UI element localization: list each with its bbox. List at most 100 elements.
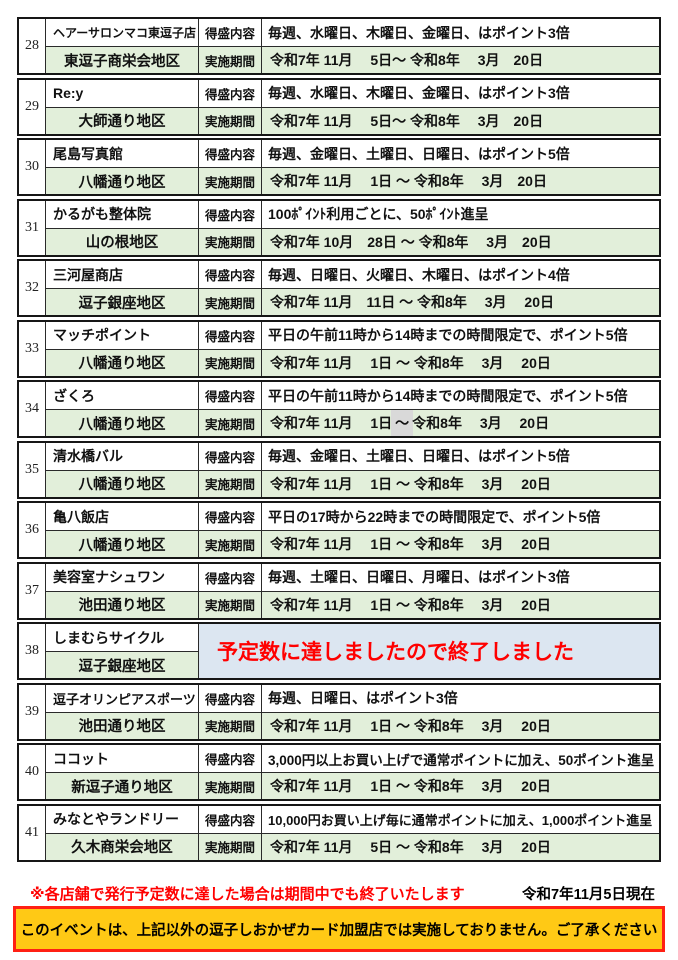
shop-entry: 39 逗子オリンピアスポーツ 得盛内容 毎週、日曜日、はポイント3倍 池田通り地… bbox=[17, 682, 661, 741]
entry-number: 35 bbox=[25, 461, 39, 477]
district-name: 逗子銀座地区 bbox=[45, 651, 198, 678]
shop-name: 三河屋商店 bbox=[45, 261, 198, 288]
content-text: 平日の午前11時から14時までの時間限定で、ポイント5倍 bbox=[261, 382, 659, 409]
footer-banner: このイベントは、上記以外の逗子しおかぜカード加盟店では実施しておりません。ご了承… bbox=[13, 906, 665, 952]
period-text: 令和7年 11月 5日～ 令和8年 3月 20日 bbox=[261, 46, 659, 73]
entry-number: 34 bbox=[25, 401, 39, 416]
content-text: 毎週、土曜日、日曜日、月曜日、はポイント3倍 bbox=[261, 563, 659, 591]
district-name: 八幡通り地区 bbox=[45, 348, 198, 376]
shop-entry: 31 かるがも整体院 得盛内容 100ﾎﾟｲﾝﾄ利用ごとに、50ﾎﾟｲﾝﾄ進呈 … bbox=[17, 198, 661, 257]
content-text: 毎週、水曜日、木曜日、金曜日、はポイント3倍 bbox=[261, 19, 659, 46]
content-label: 得盛内容 bbox=[198, 200, 261, 228]
period-label: 実施期間 bbox=[198, 46, 261, 73]
period-label: 実施期間 bbox=[198, 106, 261, 134]
period-text: 令和7年 11月 5日～ 令和8年 3月 20日 bbox=[261, 106, 659, 134]
period-text: 令和7年 11月 11日 ～ 令和8年 3月 20日 bbox=[261, 288, 659, 315]
content-label: 得盛内容 bbox=[198, 442, 261, 470]
shop-entry: 34 ざくろ 得盛内容 平日の午前11時から14時までの時間限定で、ポイント5倍… bbox=[17, 380, 661, 438]
content-label: 得盛内容 bbox=[198, 261, 261, 288]
shop-entry: 40 ココット 得盛内容 3,000円以上お買い上げで通常ポイントに加え、50ポ… bbox=[17, 743, 661, 801]
entry-number: 38 bbox=[25, 643, 39, 658]
content-text: 毎週、日曜日、火曜日、木曜日、はポイント4倍 bbox=[261, 261, 659, 288]
shop-entry: 35 清水橋バル 得盛内容 毎週、金曜日、土曜日、日曜日、はポイント5倍 八幡通… bbox=[17, 440, 661, 499]
entry-number: 40 bbox=[25, 764, 39, 779]
period-text: 令和7年 11月 1日 ～ 令和8年 3月 20日 bbox=[261, 530, 659, 557]
entry-number: 31 bbox=[25, 219, 39, 235]
shop-name: みなとやランドリー bbox=[45, 805, 198, 833]
district-name: 八幡通り地区 bbox=[45, 469, 198, 497]
shop-entry: 29 Re:y 得盛内容 毎週、水曜日、木曜日、金曜日、はポイント3倍 大師通り… bbox=[17, 77, 661, 136]
period-label: 実施期間 bbox=[198, 530, 261, 557]
period-text: 令和7年 11月 1日 ～ 令和8年 3月 20日 bbox=[261, 590, 659, 618]
content-text: 3,000円以上お買い上げで通常ポイントに加え、50ポイント進呈 bbox=[261, 745, 659, 772]
district-name: 池田通り地区 bbox=[45, 711, 198, 739]
period-label: 実施期間 bbox=[198, 409, 261, 436]
district-name: 池田通り地区 bbox=[45, 590, 198, 618]
content-label: 得盛内容 bbox=[198, 503, 261, 530]
period-label: 実施期間 bbox=[198, 711, 261, 739]
district-name: 八幡通り地区 bbox=[45, 530, 198, 557]
shop-name: しまむらサイクル bbox=[45, 624, 198, 651]
content-text: 平日の午前11時から14時までの時間限定で、ポイント5倍 bbox=[261, 321, 659, 349]
shop-entry: 32 三河屋商店 得盛内容 毎週、日曜日、火曜日、木曜日、はポイント4倍 逗子銀… bbox=[17, 259, 661, 317]
shop-name: マッチポイント bbox=[45, 321, 198, 349]
closed-notice: 予定数に達しましたので終了しました bbox=[198, 624, 659, 678]
period-text: 令和7年 11月 1日 ～ 令和8年 3月 20日 bbox=[261, 167, 659, 194]
shop-name: 清水橋バル bbox=[45, 442, 198, 470]
footer-note-row: ※各店舗で発行予定数に達した場合は期間中でも終了いたします 令和7年11月5日現… bbox=[17, 881, 661, 905]
shop-name: 尾島写真館 bbox=[45, 140, 198, 167]
content-label: 得盛内容 bbox=[198, 684, 261, 712]
content-label: 得盛内容 bbox=[198, 563, 261, 591]
content-label: 得盛内容 bbox=[198, 382, 261, 409]
entry-number: 37 bbox=[25, 582, 39, 598]
entry-number: 30 bbox=[25, 159, 39, 174]
entry-number: 41 bbox=[25, 824, 39, 840]
content-text: 100ﾎﾟｲﾝﾄ利用ごとに、50ﾎﾟｲﾝﾄ進呈 bbox=[261, 200, 659, 228]
content-text: 毎週、水曜日、木曜日、金曜日、はポイント3倍 bbox=[261, 79, 659, 107]
content-text: 10,000円お買い上げ毎に通常ポイントに加え、1,000ポイント進呈 bbox=[261, 805, 659, 833]
shop-entry: 33 マッチポイント 得盛内容 平日の午前11時から14時までの時間限定で、ポイ… bbox=[17, 319, 661, 378]
district-name: 久木商栄会地区 bbox=[45, 832, 198, 860]
period-label: 実施期間 bbox=[198, 227, 261, 255]
period-label: 実施期間 bbox=[198, 590, 261, 618]
shop-name: 美容室ナシュワン bbox=[45, 563, 198, 591]
entry-number: 32 bbox=[25, 280, 39, 295]
footer-date: 令和7年11月5日現在 bbox=[522, 886, 655, 903]
shop-entry: 38 しまむらサイクル 逗子銀座地区 予定数に達しましたので終了しました bbox=[17, 622, 661, 680]
shop-name: ざくろ bbox=[45, 382, 198, 409]
district-name: 新逗子通り地区 bbox=[45, 772, 198, 799]
district-name: 大師通り地区 bbox=[45, 106, 198, 134]
shop-name: ヘアーサロンマコ東逗子店 bbox=[45, 19, 198, 46]
shop-name: ココット bbox=[45, 745, 198, 772]
shop-name: 亀八飯店 bbox=[45, 503, 198, 530]
shop-entry: 30 尾島写真館 得盛内容 毎週、金曜日、土曜日、日曜日、はポイント5倍 八幡通… bbox=[17, 138, 661, 196]
content-text: 毎週、日曜日、はポイント3倍 bbox=[261, 684, 659, 712]
period-text: 令和7年 11月 1日 ～ 令和8年 3月 20日 bbox=[261, 469, 659, 497]
shop-entry: 37 美容室ナシュワン 得盛内容 毎週、土曜日、日曜日、月曜日、はポイント3倍 … bbox=[17, 561, 661, 620]
district-name: 八幡通り地区 bbox=[45, 409, 198, 436]
period-text: 令和7年 11月 5日 ～ 令和8年 3月 20日 bbox=[261, 832, 659, 860]
shop-entry: 41 みなとやランドリー 得盛内容 10,000円お買い上げ毎に通常ポイントに加… bbox=[17, 803, 661, 862]
footer-warning: ※各店舗で発行予定数に達した場合は期間中でも終了いたします bbox=[30, 885, 465, 903]
period-text: 令和7年 11月 1日 ～ 令和8年 3月 20日 bbox=[261, 409, 659, 436]
period-label: 実施期間 bbox=[198, 772, 261, 799]
content-label: 得盛内容 bbox=[198, 140, 261, 167]
period-label: 実施期間 bbox=[198, 348, 261, 376]
tilde-highlight: ～ bbox=[391, 410, 414, 436]
content-text: 毎週、金曜日、土曜日、日曜日、はポイント5倍 bbox=[261, 442, 659, 470]
period-label: 実施期間 bbox=[198, 288, 261, 315]
content-label: 得盛内容 bbox=[198, 321, 261, 349]
entry-number: 39 bbox=[25, 703, 39, 719]
entry-number: 29 bbox=[25, 98, 39, 114]
content-text: 毎週、金曜日、土曜日、日曜日、はポイント5倍 bbox=[261, 140, 659, 167]
shop-entry: 28 ヘアーサロンマコ東逗子店 得盛内容 毎週、水曜日、木曜日、金曜日、はポイン… bbox=[17, 17, 661, 75]
entry-number: 33 bbox=[25, 340, 39, 356]
content-text: 平日の17時から22時までの時間限定で、ポイント5倍 bbox=[261, 503, 659, 530]
period-text: 令和7年 11月 1日 ～ 令和8年 3月 20日 bbox=[261, 772, 659, 799]
content-label: 得盛内容 bbox=[198, 745, 261, 772]
period-text: 令和7年 10月 28日 ～ 令和8年 3月 20日 bbox=[261, 227, 659, 255]
period-text: 令和7年 11月 1日 ～ 令和8年 3月 20日 bbox=[261, 348, 659, 376]
content-label: 得盛内容 bbox=[198, 805, 261, 833]
shop-name: かるがも整体院 bbox=[45, 200, 198, 228]
district-name: 東逗子商栄会地区 bbox=[45, 46, 198, 73]
